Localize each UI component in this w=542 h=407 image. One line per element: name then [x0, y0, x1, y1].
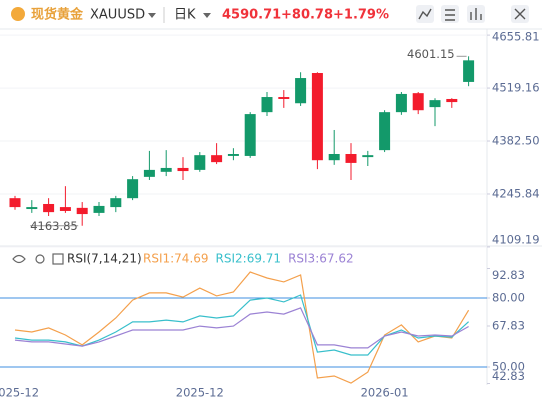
draw-tool[interactable]: [418, 8, 432, 20]
high-label: 4601.15: [407, 47, 455, 61]
caret[interactable]: [148, 13, 156, 18]
candle-body: [160, 167, 172, 172]
y-tick-label: 92.83: [492, 268, 525, 282]
caret[interactable]: [203, 13, 211, 18]
instrument-name[interactable]: 现货黄金: [31, 7, 84, 23]
candle-body: [227, 154, 239, 156]
candle-body: [143, 169, 155, 177]
y-tick-label: 4519.16: [492, 81, 540, 95]
candle-body: [211, 155, 223, 163]
rsi-line: [14, 271, 470, 384]
y-tick-label: 4109.19: [492, 233, 540, 247]
change-pct: +1.79%: [333, 8, 389, 23]
legend-entry: RSI3:67.62: [288, 252, 354, 266]
indicator-name: RSI(7,14,21): [67, 252, 142, 266]
candle-body: [59, 207, 71, 211]
eye-icon[interactable]: [12, 254, 26, 264]
legend-entry: RSI2:69.71: [216, 252, 282, 266]
toolbar: [416, 5, 529, 23]
candle-body: [362, 155, 374, 158]
candle-body: [311, 73, 323, 161]
candle-body: [345, 154, 357, 163]
change: +80.78: [281, 8, 333, 23]
indicator-icons: [12, 253, 64, 265]
low-label: 4163.85: [30, 219, 78, 233]
candle-body: [463, 60, 475, 82]
candle-body: [43, 203, 55, 213]
candle-body: [261, 97, 273, 113]
symbol[interactable]: XAUUSD: [90, 8, 145, 23]
candle-body: [412, 93, 424, 111]
x-tick-label: 2025-12: [176, 386, 224, 400]
candle-body: [446, 98, 458, 103]
y-tick-label: 42.83: [492, 369, 525, 383]
y-tick-label: 50.00: [492, 360, 525, 374]
gold-icon: [11, 7, 25, 21]
gear-icon[interactable]: [35, 254, 45, 264]
rsi-line: [14, 294, 470, 356]
candle-body: [429, 100, 441, 108]
indicator-tool[interactable]: [445, 9, 455, 21]
x-tick-label: 2025-12: [0, 386, 39, 400]
y-tick-label: 80.00: [492, 291, 525, 305]
y-tick-label: 67.83: [492, 319, 525, 333]
candle-body: [295, 78, 307, 104]
price: 4590.71: [222, 8, 281, 23]
candle-body: [26, 207, 38, 210]
fullscreen-tool[interactable]: [514, 8, 526, 20]
candle-body: [76, 207, 88, 215]
candle-body: [177, 167, 189, 172]
y-tick-label: 4382.50: [492, 134, 540, 148]
candle-body: [194, 155, 206, 170]
x-tick-label: 2026-01: [361, 386, 409, 400]
candle-body: [93, 205, 105, 213]
y-tick-label: 4655.81: [492, 30, 540, 44]
candle-body: [127, 179, 139, 199]
period[interactable]: 日K: [174, 8, 196, 23]
legend-entry: RSI1:74.69: [143, 252, 209, 266]
grid-icon[interactable]: [52, 253, 64, 265]
candle-body: [328, 154, 340, 161]
chart-type-tool[interactable]: [470, 8, 482, 20]
candle-body: [110, 198, 122, 208]
candle-body: [244, 114, 256, 156]
candle-body: [9, 198, 21, 208]
candle-body: [395, 93, 407, 113]
candle-body: [379, 112, 391, 151]
rsi-line: [14, 307, 469, 349]
candle-body: [278, 97, 290, 99]
y-tick-label: 4245.84: [492, 186, 540, 200]
